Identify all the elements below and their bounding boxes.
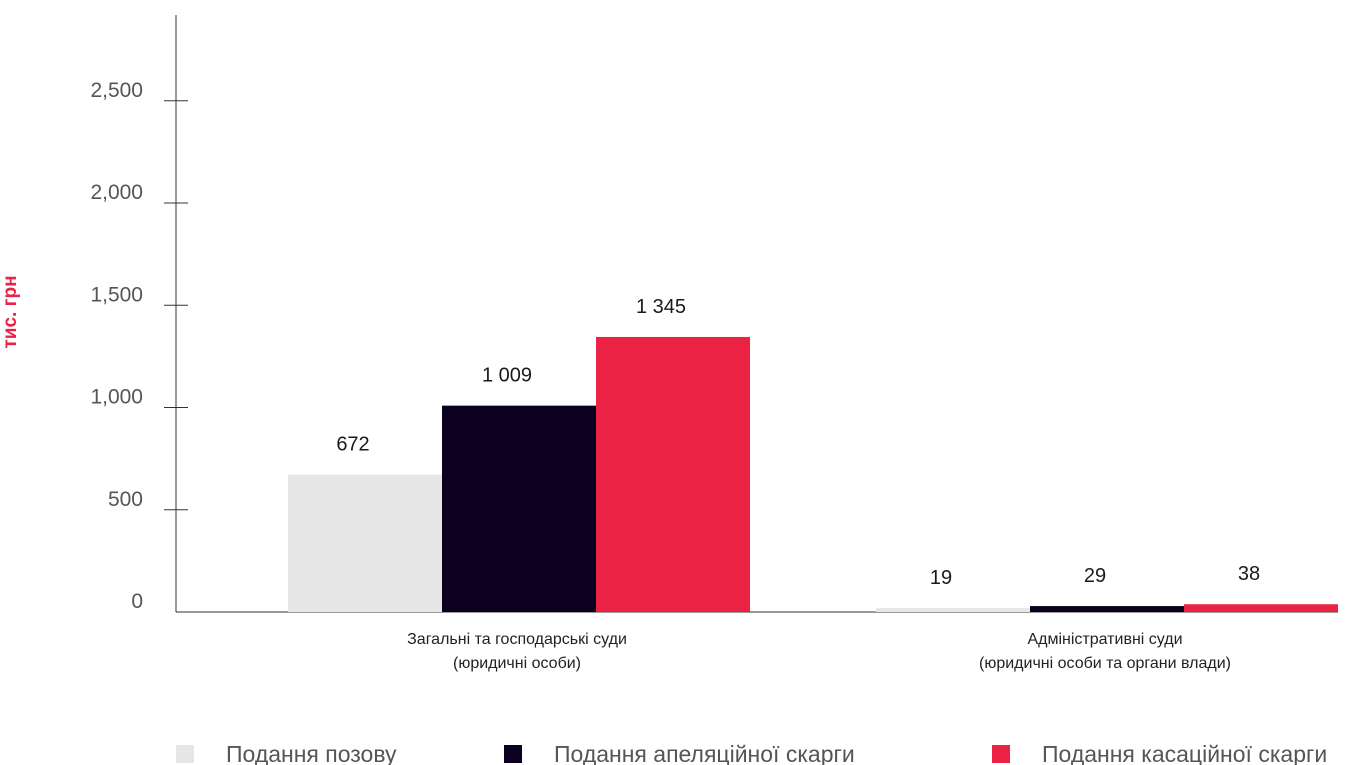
- data-label: 672: [336, 434, 369, 456]
- y-axis-label: тис. грн: [0, 275, 21, 348]
- bar: [1184, 604, 1338, 612]
- y-tick-label: 2,500: [90, 79, 143, 102]
- bar: [442, 405, 596, 612]
- data-labels: 672 1 009 1 345 19 29 38: [336, 296, 1260, 589]
- data-label: 19: [930, 567, 952, 589]
- y-tick-label: 1,000: [90, 386, 143, 409]
- bar: [876, 608, 1030, 612]
- bar: [1030, 606, 1184, 612]
- data-label: 1 009: [482, 365, 532, 387]
- data-label: 29: [1084, 565, 1106, 587]
- y-tick-label: 0: [131, 590, 143, 613]
- data-label: 38: [1238, 563, 1260, 585]
- legend-swatch: [176, 745, 194, 763]
- bar: [288, 474, 442, 612]
- category-label: Адміністративні суди: [1027, 631, 1182, 648]
- category-labels: Загальні та господарські суди (юридичні о…: [407, 631, 1231, 672]
- category-label: Загальні та господарські суди: [407, 631, 627, 648]
- bar: [596, 336, 750, 612]
- y-tick-label: 1,500: [90, 283, 143, 306]
- legend: Подання позову Подання апеляційної скарги…: [176, 741, 1327, 765]
- legend-label: Подання апеляційної скарги: [554, 741, 855, 765]
- category-label: (юридичні особи та органи влади): [979, 655, 1231, 672]
- bars: [288, 336, 1338, 612]
- data-label: 1 345: [636, 296, 686, 318]
- y-tick-label: 2,000: [90, 181, 143, 204]
- legend-swatch: [504, 745, 522, 763]
- y-tick-label: 500: [108, 488, 143, 511]
- legend-label: Подання касаційної скарги: [1042, 741, 1327, 765]
- legend-label: Подання позову: [226, 741, 397, 765]
- legend-swatch: [992, 745, 1010, 763]
- category-label: (юридичні особи): [453, 655, 581, 672]
